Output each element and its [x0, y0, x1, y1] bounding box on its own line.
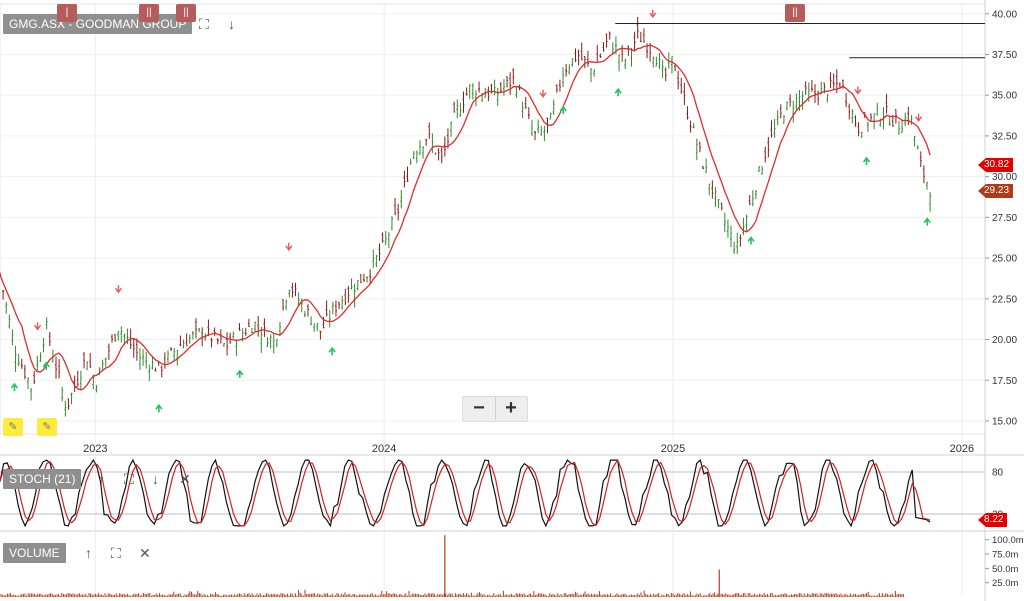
swing-high-arrow: [854, 86, 862, 95]
swing-low-arrow: [236, 369, 244, 378]
zoom-in-button[interactable]: +: [505, 397, 517, 419]
event-marker[interactable]: |: [57, 4, 77, 22]
stoch-title: STOCH (21): [3, 469, 82, 489]
event-marker[interactable]: ||: [176, 4, 196, 22]
x-tick-label: 2025: [661, 443, 685, 455]
swing-high-arrow: [539, 89, 547, 98]
close-icon[interactable]: ✕: [139, 545, 151, 561]
stoch-k-line: [0, 458, 931, 528]
swing-low-arrow: [328, 346, 336, 356]
swing-high-arrow: [114, 285, 122, 294]
swing-high-arrow: [649, 9, 657, 19]
y-tick-label: 20.00: [992, 335, 1017, 346]
y-tick-label: 25.00: [992, 254, 1017, 265]
swing-low-arrow: [10, 382, 19, 392]
swing-high-arrow: [33, 322, 42, 331]
swing-high-arrow: [285, 242, 293, 251]
swing-low-arrow: [155, 403, 163, 413]
volume-y-label: 75.0m: [992, 550, 1018, 561]
x-tick-label: 2024: [372, 443, 396, 455]
swing-low-arrow: [42, 361, 50, 370]
swing-high-arrow: [915, 113, 923, 122]
volume-y-label: 100.0m: [992, 535, 1024, 546]
ma-value-badge: 30.82: [978, 158, 1014, 172]
zoom-control: − +: [462, 396, 528, 422]
last-price-badge: 29.23: [978, 184, 1014, 198]
x-tick-label: 2026: [950, 443, 974, 455]
move-up-icon[interactable]: ↑: [98, 471, 105, 487]
y-tick-label: 32.50: [992, 131, 1017, 142]
expand-icon[interactable]: ⛶: [124, 471, 134, 487]
y-tick-label: 27.50: [992, 213, 1017, 224]
y-tick-label: 22.50: [992, 294, 1017, 305]
candles: [0, 16, 932, 417]
stoch-value-badge: 8.22: [978, 513, 1008, 527]
move-up-icon[interactable]: ↑: [85, 545, 92, 561]
y-tick-label: 15.00: [992, 416, 1017, 427]
y-tick-label: 40.00: [992, 9, 1017, 20]
event-marker[interactable]: ||: [785, 4, 805, 22]
volume-y-label: 50.0m: [992, 564, 1018, 575]
y-tick-label: 35.00: [992, 91, 1017, 102]
y-tick-label: 30.00: [992, 172, 1017, 183]
arrow-down-icon[interactable]: ↓: [228, 16, 235, 32]
move-down-icon[interactable]: ↓: [152, 471, 159, 487]
swing-low-arrow: [747, 236, 755, 245]
expand-icon[interactable]: ⛶: [199, 16, 209, 32]
event-marker[interactable]: ||: [139, 4, 159, 22]
volume-title: VOLUME: [3, 543, 66, 563]
volume-y-label: 25.0m: [992, 578, 1018, 589]
price-pane-frame: [0, 3, 986, 435]
close-icon[interactable]: ✕: [179, 471, 191, 487]
zoom-out-button[interactable]: −: [463, 397, 496, 420]
y-tick-label: 17.50: [992, 376, 1017, 387]
x-tick-label: 2023: [83, 443, 107, 455]
symbol-title: GMG.ASX - GOODMAN GROUP: [3, 14, 193, 34]
swing-low-arrow: [559, 105, 567, 115]
y-tick-label: 37.50: [992, 50, 1017, 61]
stoch-y-label: 80: [992, 468, 1004, 479]
swing-low-arrow: [862, 156, 871, 166]
pencil-icon[interactable]: ✎: [3, 418, 23, 436]
stoch-d-line: [0, 458, 931, 527]
expand-icon[interactable]: ⛶: [111, 545, 121, 561]
swing-low-arrow: [923, 217, 931, 226]
pencil-icon[interactable]: ✎: [37, 418, 57, 436]
volume-bars: [0, 535, 904, 597]
swing-low-arrow: [614, 87, 622, 97]
moving-average-line: [0, 44, 931, 391]
